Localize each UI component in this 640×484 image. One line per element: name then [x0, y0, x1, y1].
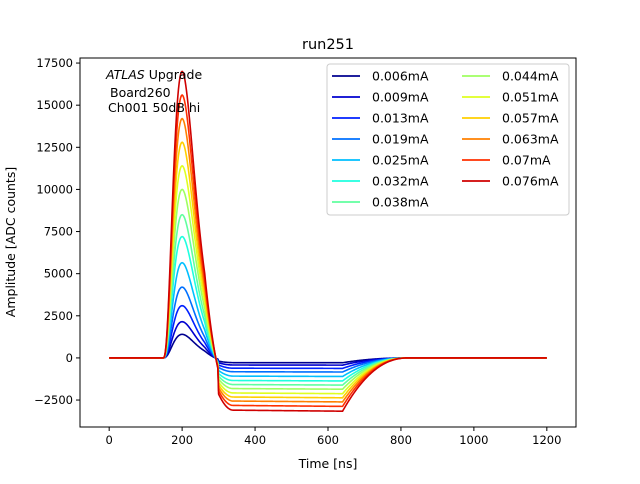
plot-area	[109, 70, 547, 413]
x-axis-label: Time [ns]	[298, 456, 358, 471]
legend-label: 0.076mA	[502, 174, 559, 189]
x-axis: 0 200 400 600 800 1000 1200	[106, 427, 561, 447]
y-tick-label: 0	[66, 351, 73, 365]
x-tick-label: 200	[171, 433, 193, 447]
atlas-annotation: ATLAS Upgrade Board260 Ch001 50dB hi	[105, 67, 202, 115]
x-tick-label: 800	[390, 433, 412, 447]
legend: 0.006mA 0.009mA 0.013mA 0.019mA 0.025mA 0.032…	[326, 63, 570, 216]
y-tick-label: 10000	[36, 182, 73, 196]
legend-label: 0.013mA	[372, 111, 429, 126]
y-tick-label: 2500	[44, 309, 73, 323]
y-tick-label: 12500	[36, 140, 73, 154]
chart-title: run251	[302, 37, 354, 53]
y-tick-label: 17500	[36, 56, 73, 70]
legend-label: 0.009mA	[372, 90, 429, 105]
legend-box	[326, 63, 570, 216]
legend-label: 0.025mA	[372, 153, 429, 168]
y-axis: −2500 0 2500 5000 7500 10000 12500 15000 17500	[34, 56, 80, 407]
legend-label: 0.051mA	[502, 90, 559, 105]
x-tick-label: 1000	[459, 433, 488, 447]
legend-label: 0.019mA	[372, 132, 429, 147]
channel-label: Ch001 50dB hi	[108, 100, 200, 115]
y-tick-label: 7500	[44, 225, 73, 239]
series-line	[109, 70, 547, 413]
y-tick-label: 15000	[36, 98, 73, 112]
legend-label: 0.063mA	[502, 132, 559, 147]
legend-label: 0.044mA	[502, 69, 559, 84]
x-tick-label: 400	[244, 433, 266, 447]
y-axis-label: Amplitude [ADC counts]	[3, 167, 18, 317]
x-tick-label: 1200	[532, 433, 561, 447]
legend-label: 0.038mA	[372, 195, 429, 210]
y-tick-label: −2500	[34, 393, 73, 407]
x-tick-label: 0	[106, 433, 113, 447]
atlas-label: ATLAS	[105, 67, 145, 82]
y-tick-label: 5000	[44, 267, 73, 281]
x-tick-label: 600	[317, 433, 339, 447]
upgrade-label: Upgrade	[145, 67, 203, 82]
legend-label: 0.07mA	[502, 153, 551, 168]
legend-label: 0.032mA	[372, 174, 429, 189]
svg-text:ATLAS Upgrade: ATLAS Upgrade	[105, 67, 202, 82]
legend-label: 0.006mA	[372, 69, 429, 84]
board-label: Board260	[110, 85, 171, 100]
legend-label: 0.057mA	[502, 111, 559, 126]
